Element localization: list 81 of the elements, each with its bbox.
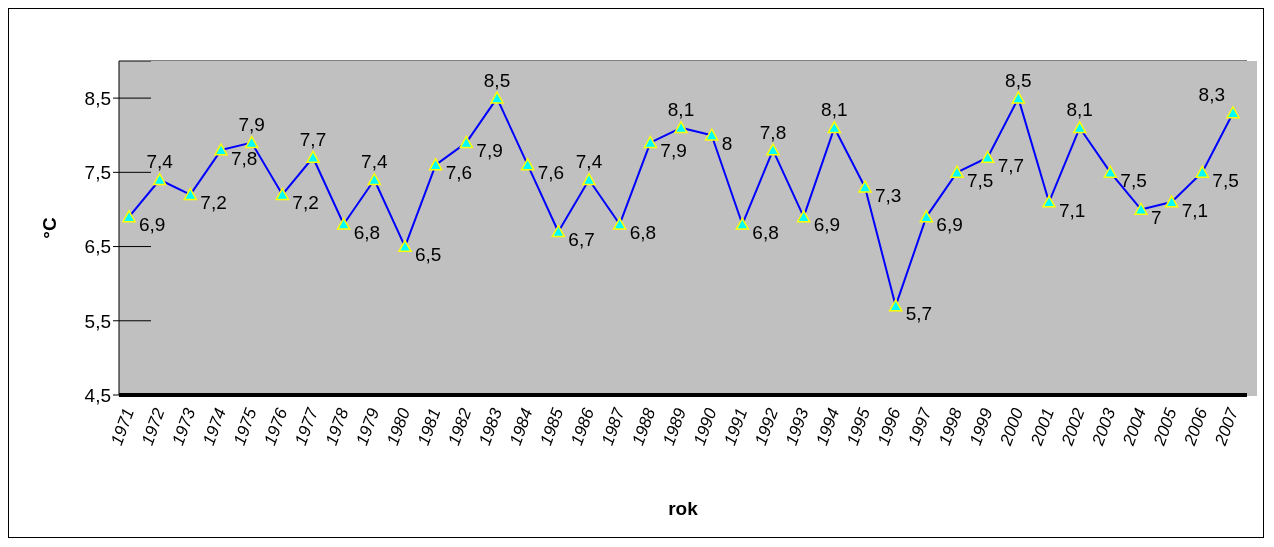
data-label: 8,5 [1005,69,1032,91]
y-tick-label: 7,5 [84,162,111,184]
x-tick-label: 1988 [628,405,660,448]
x-tick-label: 1976 [260,405,292,448]
y-tick-label: 5,5 [84,310,111,332]
data-label: 6,8 [752,221,779,243]
x-tick-label: 1991 [720,405,752,448]
data-label: 8,5 [483,69,511,91]
data-label: 7,8 [759,121,787,143]
x-tick-label: 1978 [321,405,353,448]
x-tick-label: 2003 [1088,405,1120,449]
y-tick-label: 6,5 [84,236,111,258]
data-label: 7,9 [660,140,687,162]
data-label: 6,9 [139,214,166,236]
x-tick-label: 1986 [567,405,599,448]
data-label: 6,8 [353,221,381,243]
data-label: 7,7 [997,154,1025,176]
x-tick-label: 1990 [689,405,721,448]
data-label: 8,3 [1198,84,1225,106]
data-label: 7,3 [875,184,902,206]
data-label: 7 [1151,206,1162,228]
x-tick-label: 2006 [1180,405,1212,449]
data-label: 8,1 [667,99,695,121]
x-tick-label: 1983 [475,405,507,448]
data-label: 7,7 [299,128,327,150]
data-label: 7,5 [1212,169,1239,191]
x-tick-label: 1993 [781,405,813,448]
data-label: 7,5 [967,169,994,191]
x-tick-label: 1984 [505,405,537,448]
data-label: 8,1 [821,99,848,121]
x-tick-label: 1998 [935,405,967,448]
x-tick-label: 1987 [597,405,629,448]
x-tick-label: 1977 [291,405,323,448]
data-label: 6,7 [568,229,595,251]
x-tick-label: 2001 [1026,405,1058,449]
data-label: 7,2 [200,192,227,214]
y-tick-label: 8,5 [84,87,111,109]
x-tick-label: 1982 [444,405,476,448]
data-label: 6,9 [813,214,841,236]
data-label: 6,5 [415,244,442,266]
x-tick-label: 1985 [536,405,568,448]
x-tick-label: 1979 [352,405,384,448]
x-tick-label: 1999 [965,405,997,448]
y-tick-label: 4,5 [84,384,111,406]
x-tick-label: 1974 [199,405,230,448]
data-label: 7,1 [1181,199,1209,221]
x-tick-label: 2000 [996,405,1028,449]
data-label: 8 [721,132,733,154]
x-tick-label: 1975 [229,405,261,448]
data-label: 7,8 [231,147,258,169]
y-axis-title: °C [38,217,60,239]
x-tick-label: 1989 [659,405,691,448]
x-axis-title: rok [668,498,699,519]
data-label: 7,2 [292,192,319,214]
x-tick-label: 1972 [137,405,169,448]
data-label: 6,9 [936,214,963,236]
x-tick-label: 2005 [1149,405,1181,449]
data-label: 5,7 [905,303,933,325]
data-label: 8,1 [1066,99,1093,121]
x-tick-label: 1997 [904,405,936,448]
x-tick-label: 1980 [383,405,415,448]
x-tick-label: 1971 [107,405,138,448]
data-label: 7,9 [476,140,503,162]
data-label: 7,6 [445,162,473,184]
x-tick-label: 1996 [873,405,905,448]
x-tick-label: 1981 [413,405,445,448]
x-tick-label: 1994 [812,405,844,448]
data-label: 6,8 [629,221,657,243]
data-label: 7,4 [575,151,603,173]
data-label: 7,9 [238,114,265,136]
x-tick-label: 2007 [1210,405,1243,449]
x-tick-label: 2004 [1118,405,1150,449]
x-tick-label: 1973 [168,405,200,448]
data-label: 7,1 [1059,199,1086,221]
data-label: 7,5 [1120,169,1147,191]
x-tick-label: 1995 [843,405,875,448]
x-tick-label: 1992 [751,405,783,448]
data-label: 7,4 [146,151,174,173]
data-label: 7,4 [361,151,388,173]
x-tick-label: 2002 [1057,405,1089,449]
data-label: 7,6 [537,162,565,184]
